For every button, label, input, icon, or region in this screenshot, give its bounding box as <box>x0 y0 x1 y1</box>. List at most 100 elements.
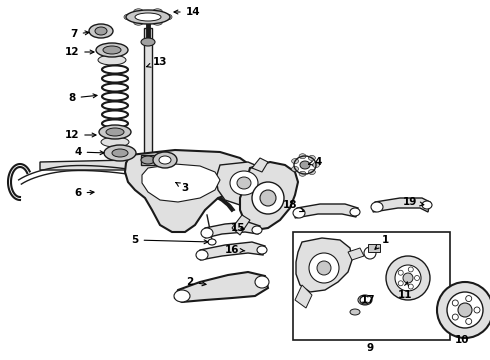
Ellipse shape <box>255 276 269 288</box>
Text: 18: 18 <box>283 200 304 212</box>
Ellipse shape <box>422 201 432 209</box>
Ellipse shape <box>196 250 208 260</box>
Polygon shape <box>295 204 358 218</box>
Ellipse shape <box>141 38 155 46</box>
Ellipse shape <box>309 253 339 283</box>
Ellipse shape <box>141 156 155 164</box>
Ellipse shape <box>371 202 383 212</box>
Ellipse shape <box>106 128 124 136</box>
Polygon shape <box>348 248 364 260</box>
Ellipse shape <box>308 170 316 175</box>
Polygon shape <box>205 222 260 238</box>
Text: 1: 1 <box>375 235 389 249</box>
Ellipse shape <box>98 55 126 65</box>
Circle shape <box>452 300 458 306</box>
Ellipse shape <box>104 145 136 161</box>
Ellipse shape <box>201 228 213 238</box>
Polygon shape <box>373 198 430 212</box>
Ellipse shape <box>395 265 421 291</box>
Polygon shape <box>232 215 250 235</box>
Ellipse shape <box>364 247 376 259</box>
Ellipse shape <box>260 190 276 206</box>
Text: 8: 8 <box>69 93 97 103</box>
Circle shape <box>398 281 403 286</box>
Polygon shape <box>296 238 352 292</box>
Polygon shape <box>40 158 230 170</box>
Text: 4: 4 <box>309 157 322 167</box>
Ellipse shape <box>103 46 121 54</box>
Bar <box>368 244 380 252</box>
Text: 13: 13 <box>147 57 167 67</box>
Ellipse shape <box>350 309 360 315</box>
Polygon shape <box>216 162 268 205</box>
Polygon shape <box>240 162 298 230</box>
Ellipse shape <box>299 171 306 176</box>
Text: 19: 19 <box>403 197 424 207</box>
Ellipse shape <box>101 137 129 147</box>
Ellipse shape <box>95 27 107 35</box>
Ellipse shape <box>126 10 170 24</box>
Polygon shape <box>175 272 268 302</box>
Text: 12: 12 <box>65 130 96 140</box>
Polygon shape <box>142 164 220 202</box>
Ellipse shape <box>292 159 298 163</box>
Text: 16: 16 <box>225 245 245 255</box>
Bar <box>144 28 152 158</box>
Ellipse shape <box>313 162 319 167</box>
Ellipse shape <box>237 177 251 189</box>
Ellipse shape <box>152 19 163 25</box>
Text: 7: 7 <box>70 29 89 39</box>
Bar <box>293 232 450 340</box>
Circle shape <box>466 296 472 302</box>
Polygon shape <box>125 150 252 232</box>
Circle shape <box>398 270 403 275</box>
Ellipse shape <box>112 149 128 157</box>
Ellipse shape <box>358 295 372 305</box>
Ellipse shape <box>99 125 131 139</box>
Polygon shape <box>200 242 265 260</box>
Text: 6: 6 <box>74 188 94 198</box>
Ellipse shape <box>159 156 171 164</box>
Ellipse shape <box>152 9 163 15</box>
Ellipse shape <box>300 161 310 169</box>
Circle shape <box>452 314 458 320</box>
Text: 12: 12 <box>65 47 94 57</box>
Text: 11: 11 <box>398 282 412 300</box>
Circle shape <box>415 275 419 280</box>
Ellipse shape <box>252 226 262 234</box>
Ellipse shape <box>437 282 490 338</box>
Text: 10: 10 <box>455 335 469 345</box>
Text: 14: 14 <box>174 7 200 17</box>
Ellipse shape <box>162 14 172 20</box>
Circle shape <box>466 318 472 324</box>
Circle shape <box>474 307 480 313</box>
Ellipse shape <box>403 273 413 283</box>
Ellipse shape <box>447 292 483 328</box>
Ellipse shape <box>299 154 306 159</box>
Ellipse shape <box>208 239 216 245</box>
Ellipse shape <box>350 208 360 216</box>
Ellipse shape <box>317 261 331 275</box>
Ellipse shape <box>252 182 284 214</box>
Ellipse shape <box>308 156 316 161</box>
Circle shape <box>408 267 413 272</box>
Ellipse shape <box>133 9 144 15</box>
Text: 3: 3 <box>176 183 189 193</box>
Text: 17: 17 <box>361 295 375 305</box>
Polygon shape <box>295 285 312 308</box>
Ellipse shape <box>293 208 305 218</box>
Ellipse shape <box>96 43 128 57</box>
Text: 4: 4 <box>74 147 104 157</box>
Ellipse shape <box>135 13 161 21</box>
Ellipse shape <box>153 152 177 168</box>
Ellipse shape <box>89 24 113 38</box>
Bar <box>141 155 155 165</box>
Ellipse shape <box>257 246 267 254</box>
Ellipse shape <box>386 256 430 300</box>
Ellipse shape <box>230 171 258 195</box>
Ellipse shape <box>124 14 134 20</box>
Polygon shape <box>252 158 268 172</box>
Text: 15: 15 <box>231 223 245 233</box>
Text: 9: 9 <box>367 343 373 353</box>
Text: 5: 5 <box>131 235 208 245</box>
